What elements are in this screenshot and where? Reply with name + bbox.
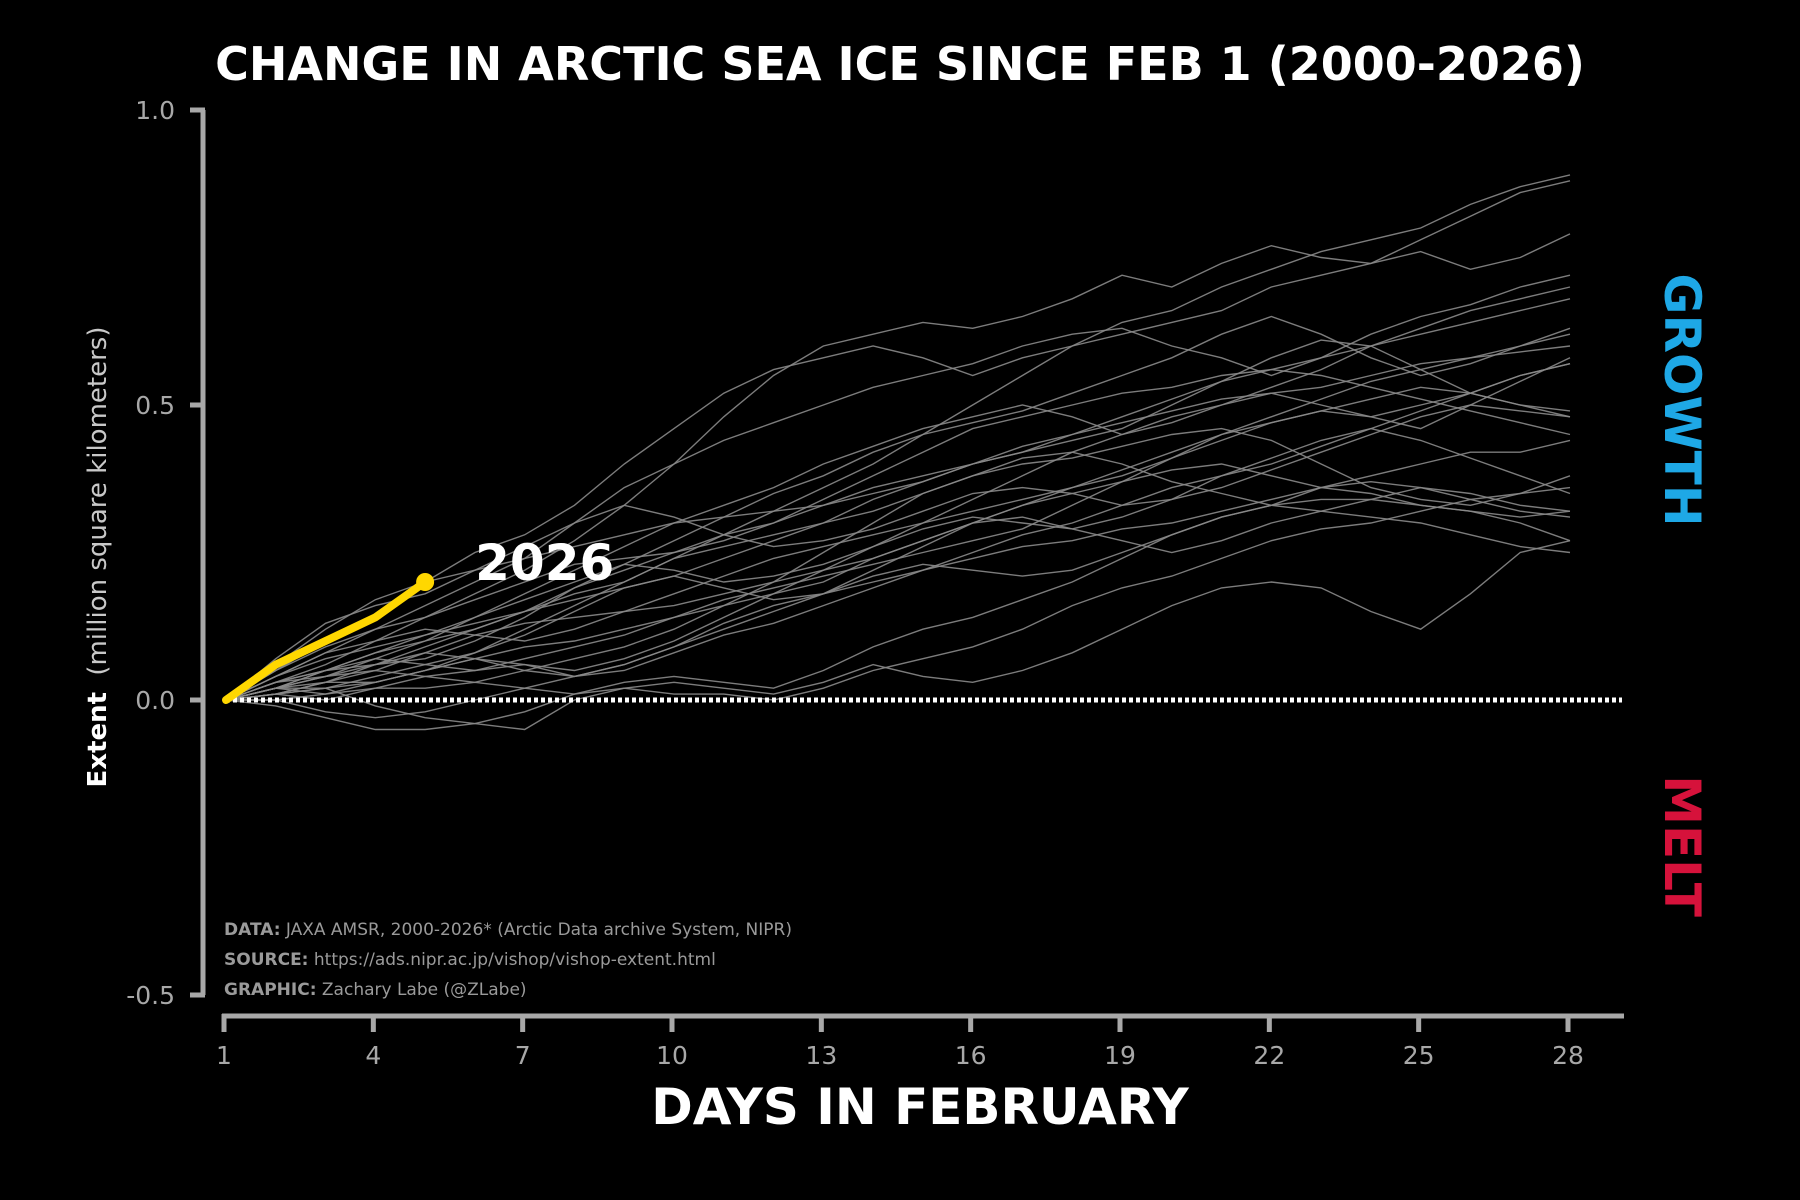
past-year-line	[225, 315, 1571, 701]
credit-graphic: GRAPHIC: Zachary Labe (@ZLabe)	[224, 980, 527, 1000]
past-year-line	[225, 363, 1571, 701]
y-tick-label: 0.0	[135, 686, 175, 715]
melt-label: MELT	[1653, 775, 1711, 917]
past-year-line	[225, 174, 1571, 701]
past-year-line	[225, 480, 1571, 701]
x-tick-label: 10	[656, 1041, 688, 1070]
x-tick-label: 22	[1253, 1041, 1285, 1070]
credit-data: DATA: JAXA AMSR, 2000-2026* (Arctic Data…	[224, 920, 792, 940]
highlight-year-label: 2026	[475, 534, 614, 592]
past-year-line	[225, 233, 1571, 701]
y-axis-label: Extent (million square kilometers)	[83, 327, 113, 788]
x-tick-label: 25	[1403, 1041, 1435, 1070]
highlight-endpoint	[416, 573, 435, 591]
credit-graphic-value: Zachary Labe (@ZLabe)	[317, 980, 527, 1000]
x-tick-label: 16	[955, 1041, 987, 1070]
past-year-line	[226, 540, 1571, 701]
past-year-line	[225, 510, 1571, 701]
y-tick-label: 0.5	[135, 391, 175, 420]
x-tick-label: 1	[216, 1041, 232, 1070]
x-tick-label: 19	[1104, 1041, 1136, 1070]
y-axis-label-rest: (million square kilometers)	[83, 327, 113, 676]
x-tick-label: 7	[515, 1041, 531, 1070]
credit-data-value: JAXA AMSR, 2000-2026* (Arctic Data archi…	[281, 920, 793, 940]
y-tick-label: 1.0	[135, 96, 175, 125]
past-year-line	[225, 333, 1571, 701]
past-year-line	[225, 345, 1571, 701]
past-year-lines	[225, 174, 1571, 731]
past-year-line	[225, 363, 1571, 701]
credit-source: SOURCE: https://ads.nipr.ac.jp/vishop/vi…	[224, 950, 716, 970]
x-tick-label: 28	[1552, 1041, 1584, 1070]
credit-source-value: https://ads.nipr.ac.jp/vishop/vishop-ext…	[308, 950, 715, 970]
chart-title: CHANGE IN ARCTIC SEA ICE SINCE FEB 1 (20…	[215, 37, 1585, 91]
past-year-line	[225, 427, 1571, 701]
x-tick-label: 13	[805, 1041, 837, 1070]
axes: -0.5 0.0 0.5 1.0 1 4 7 10 13 16 19 22 25 28	[126, 96, 1624, 1070]
past-year-line	[225, 298, 1571, 701]
past-year-line	[225, 427, 1571, 701]
y-axis-label-bold: Extent	[83, 692, 113, 788]
past-year-line	[225, 339, 1571, 701]
past-year-line	[225, 180, 1571, 701]
y-tick-label: -0.5	[126, 981, 175, 1010]
past-year-line	[225, 404, 1571, 701]
past-year-line	[225, 357, 1571, 701]
past-year-line	[225, 451, 1571, 701]
highlight-series	[222, 573, 435, 704]
past-year-line	[225, 498, 1571, 701]
highlight-line	[222, 578, 430, 704]
past-year-line	[225, 386, 1571, 701]
credit-source-key: SOURCE:	[224, 950, 308, 970]
past-year-line	[225, 439, 1571, 731]
credit-data-key: DATA:	[224, 920, 281, 940]
growth-label: GROWTH	[1653, 273, 1711, 526]
x-tick-label: 4	[365, 1041, 381, 1070]
past-year-line	[225, 486, 1571, 731]
x-axis-label: DAYS IN FEBRUARY	[651, 1078, 1189, 1136]
credit-graphic-key: GRAPHIC:	[224, 980, 317, 1000]
